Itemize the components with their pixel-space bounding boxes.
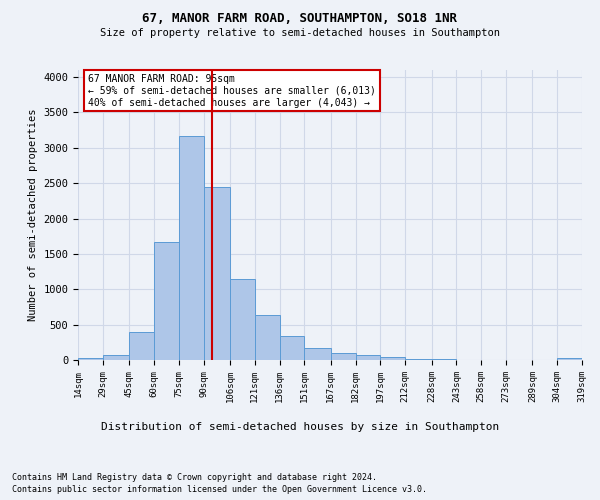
Bar	[255, 316, 280, 360]
Bar	[356, 356, 380, 360]
Bar	[557, 358, 582, 360]
Bar	[280, 336, 304, 360]
Text: Distribution of semi-detached houses by size in Southampton: Distribution of semi-detached houses by …	[101, 422, 499, 432]
Bar	[154, 242, 179, 360]
Text: Size of property relative to semi-detached houses in Southampton: Size of property relative to semi-detach…	[100, 28, 500, 38]
Text: Contains public sector information licensed under the Open Government Licence v3: Contains public sector information licen…	[12, 485, 427, 494]
Y-axis label: Number of semi-detached properties: Number of semi-detached properties	[28, 109, 38, 322]
Bar	[230, 278, 255, 360]
Bar	[405, 358, 431, 360]
Text: 67, MANOR FARM ROAD, SOUTHAMPTON, SO18 1NR: 67, MANOR FARM ROAD, SOUTHAMPTON, SO18 1…	[143, 12, 458, 26]
Bar	[129, 332, 154, 360]
Bar	[304, 348, 331, 360]
Bar	[103, 354, 129, 360]
Text: Contains HM Land Registry data © Crown copyright and database right 2024.: Contains HM Land Registry data © Crown c…	[12, 472, 377, 482]
Bar	[331, 353, 356, 360]
Bar	[380, 357, 405, 360]
Bar	[78, 358, 103, 360]
Bar	[203, 186, 230, 360]
Bar	[179, 136, 203, 360]
Text: 67 MANOR FARM ROAD: 95sqm
← 59% of semi-detached houses are smaller (6,013)
40% : 67 MANOR FARM ROAD: 95sqm ← 59% of semi-…	[88, 74, 376, 108]
